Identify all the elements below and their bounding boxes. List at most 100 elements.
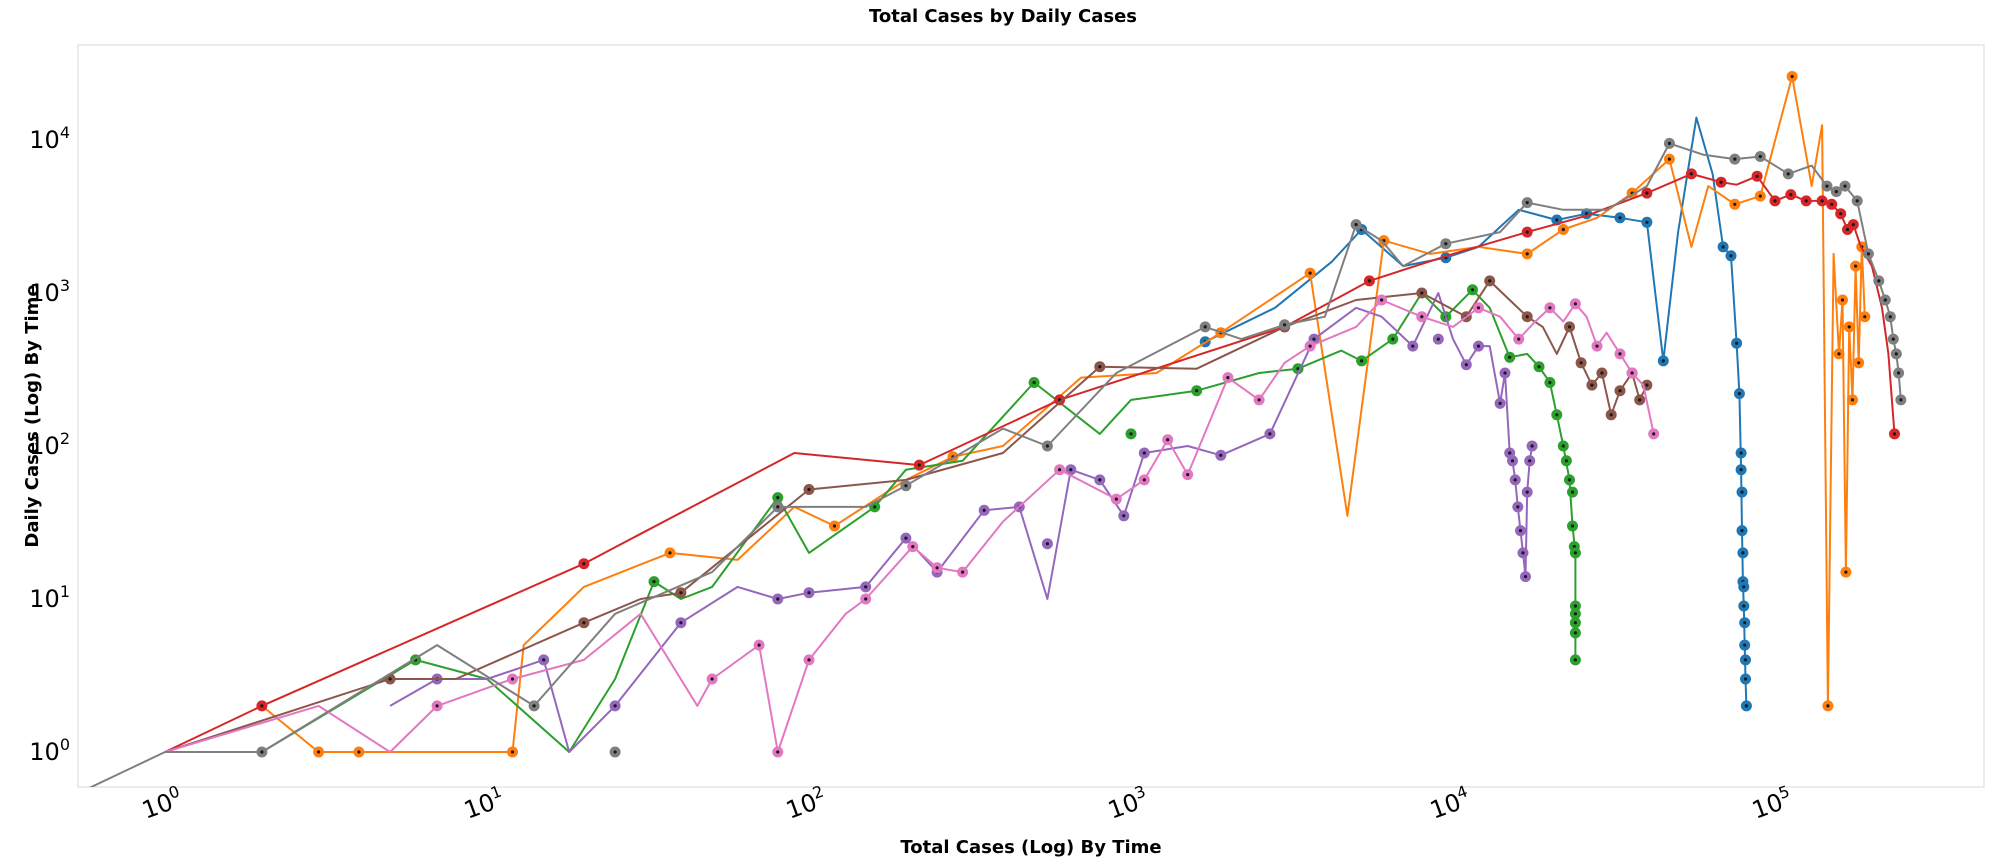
series-7-point-center [1308,344,1312,348]
series-1 [1199,116,1752,712]
series-3-point-center [1032,380,1036,385]
series-2-point-center [1850,398,1855,402]
series-5-point-center [1464,363,1468,367]
series-7-point-center [1186,473,1190,477]
series-3-point-center [1470,288,1475,292]
series-1-point-center [1645,220,1649,224]
series-7-point-center [1652,432,1656,436]
series-3-point-center [1573,631,1577,635]
series-8-point-center [776,505,780,509]
series-5-point-center [982,508,986,512]
series-2-point-center [1525,252,1529,256]
series-7-point-center [1573,302,1577,306]
series-2-point-center [1863,315,1867,319]
series-7-point-center [757,643,761,647]
series-2-point-center [1844,570,1848,574]
series-4-point-center [917,463,921,467]
series-7-point-center [961,570,965,574]
series-7-point-center [1630,371,1634,375]
series-1-point-center [1743,621,1747,625]
series-8-line [88,142,1902,787]
series-8-point-center [1283,323,1287,327]
series-7-point-center [1618,352,1622,356]
series-8-point-center [1525,201,1529,205]
series-4-point-center [1851,223,1855,227]
series-6-point-center [807,487,811,492]
series-8 [88,137,1907,787]
series-7-point-center [1257,398,1261,402]
series-6-point-center [1420,291,1424,295]
series-8-point-center [1883,298,1887,302]
series-2-point-center [510,750,515,754]
series-5-point-center [1045,542,1049,546]
series-1-point-center [1739,451,1743,455]
series-6-point-center [679,591,683,595]
series-6 [164,275,1653,753]
series-1-point-center [1740,529,1744,533]
series-8-point-center [1899,398,1903,402]
series-6-point-center [1098,365,1102,369]
series-1-point-center [1743,658,1748,662]
series-2-point-center [1837,352,1841,356]
series-5-point-center [1525,490,1529,494]
series-5-point-center [1219,453,1223,457]
series-2-point-center [832,524,837,528]
series-8-point-center [1843,184,1847,188]
series-6-point-center [1609,413,1613,417]
series-3-point-center [1573,612,1577,616]
series-7-point-center [1420,315,1424,319]
series-7-point-center [911,545,915,549]
series-1-point-center [1741,551,1745,555]
series-7-point-center [1114,497,1118,501]
series-3-point-center [1573,604,1577,608]
series-7-point-center [1380,298,1384,302]
series-2-point-center [357,750,361,754]
series-7-point-center [435,704,439,708]
series-7-point-center [1058,468,1062,472]
series-8-point-center [1877,279,1881,283]
series-5-point-center [1523,575,1528,579]
series-5-point-center [1518,529,1523,533]
series-8-point-center [1203,325,1207,329]
series-3-point-center [1360,359,1364,363]
series-2-point-center [1857,361,1861,365]
series-6-point-center [1590,383,1594,387]
series-3-point-center [1548,380,1552,385]
series-4-point-center [1719,180,1723,184]
series-3-point-center [1570,490,1575,494]
x-tick-label: 101 [459,782,508,825]
series-5-point-center [1516,505,1520,509]
series-1-point-center [1737,392,1741,396]
series-7-point-center [1517,337,1521,341]
series-7-point-center [776,750,780,754]
series-1-point-center [1735,341,1739,345]
series-layer [88,71,1907,787]
series-2-point-center [1847,325,1851,329]
series-2-point-center [1733,202,1737,206]
series-7-point-center [1226,376,1230,380]
series-5-point-center [1510,459,1515,463]
series-5-point-center [1312,337,1316,341]
y-tick-label: 103 [29,276,70,307]
x-tick-label: 104 [1425,782,1474,825]
x-tick-layer: 100 101 102 103 104 105 [138,782,1792,825]
series-6-point-center [1638,398,1642,402]
series-2-line [261,75,1866,753]
series-4-point-center [260,704,264,708]
series-1-point-center [1721,245,1725,249]
series-7-point-center [1548,306,1552,310]
series-2-point-center [1854,264,1858,268]
series-4-point-center [1789,193,1793,197]
series-2-point-center [1667,157,1671,161]
series-8-point-center [1866,252,1870,256]
series-3-point-center [652,580,656,584]
series-1-point-center [1743,677,1748,681]
series-5-point-center [1521,551,1525,555]
series-5-point-center [1530,444,1534,448]
series-8-point-center [1733,157,1737,161]
series-8-point-center [1825,184,1829,188]
series-3-point-center [1573,551,1577,555]
series-5-point-center [1528,459,1532,463]
